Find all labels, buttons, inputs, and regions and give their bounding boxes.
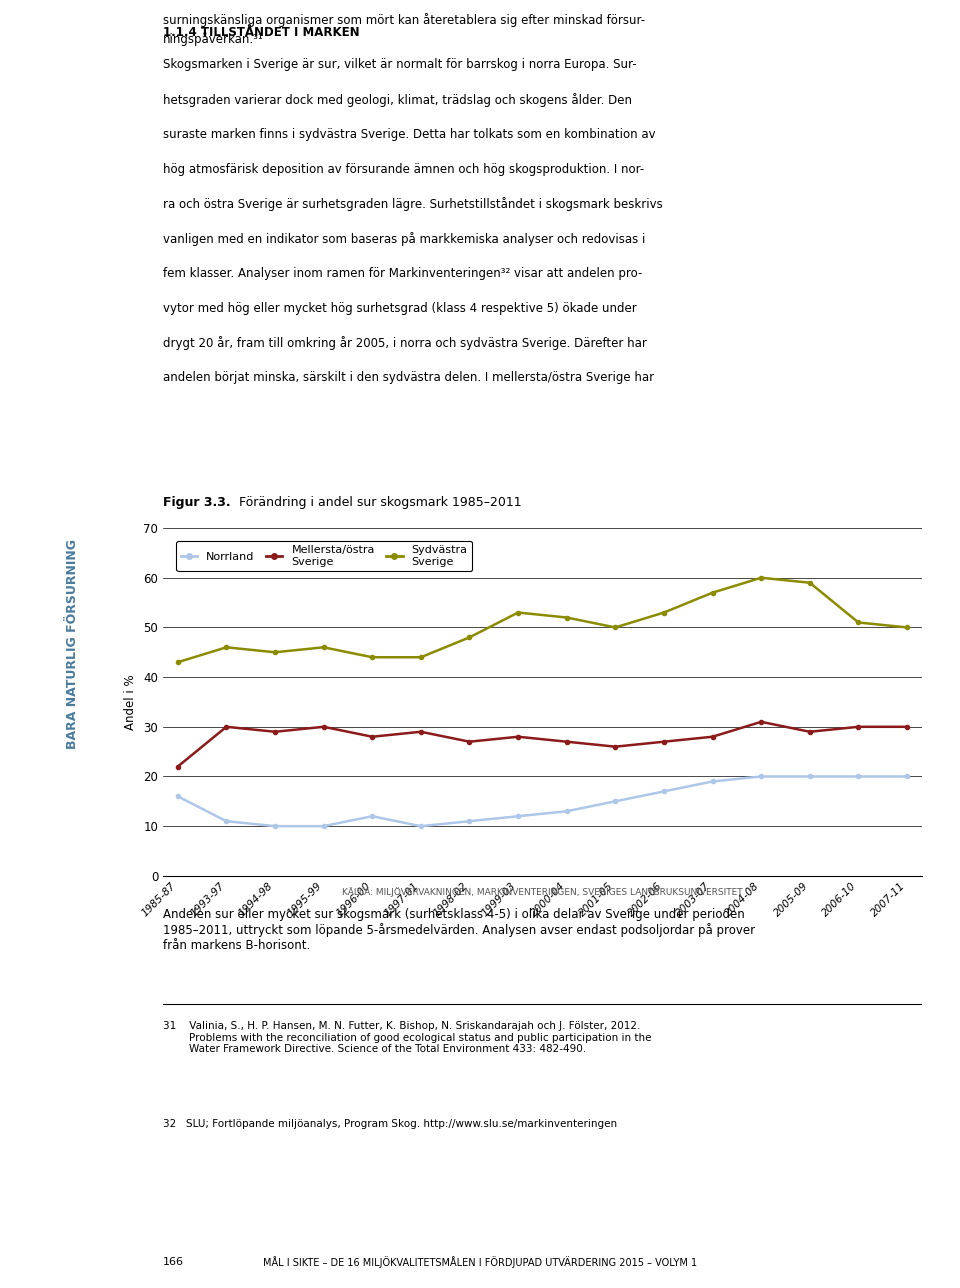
Text: fem klasser. Analyser inom ramen för Markinventeringen³² visar att andelen pro-: fem klasser. Analyser inom ramen för Mar… bbox=[163, 267, 642, 279]
Text: 31    Valinia, S., H. P. Hansen, M. N. Futter, K. Bishop, N. Sriskandarajah och : 31 Valinia, S., H. P. Hansen, M. N. Futt… bbox=[163, 1021, 652, 1055]
Text: Andelen sur eller mycket sur skogsmark (surhetsklass 4-5) i olika delar av Sveri: Andelen sur eller mycket sur skogsmark (… bbox=[163, 908, 756, 952]
Text: ningspåverkan.³¹: ningspåverkan.³¹ bbox=[163, 32, 264, 46]
Text: 166: 166 bbox=[163, 1257, 184, 1267]
Text: hög atmosfärisk deposition av försurande ämnen och hög skogsproduktion. I nor-: hög atmosfärisk deposition av försurande… bbox=[163, 162, 644, 175]
Text: andelen börjat minska, särskilt i den sydvästra delen. I mellersta/östra Sverige: andelen börjat minska, särskilt i den sy… bbox=[163, 371, 655, 384]
Text: 1.1.4 TILLSTÅNDET I MARKEN: 1.1.4 TILLSTÅNDET I MARKEN bbox=[163, 26, 360, 39]
Text: KÄLLA: MILJÖVERVAKNINGEN, MARKINVENTERINGEN, SVERIGES LANTBRUKSUNIVERSITET: KÄLLA: MILJÖVERVAKNINGEN, MARKINVENTERIN… bbox=[342, 887, 743, 896]
Text: surningskänsliga organismer som mört kan återetablera sig efter minskad försur-: surningskänsliga organismer som mört kan… bbox=[163, 13, 645, 27]
Text: vanligen med en indikator som baseras på markkemiska analyser och redovisas i: vanligen med en indikator som baseras på… bbox=[163, 232, 645, 246]
Text: Förändring i andel sur skogsmark 1985–2011: Förändring i andel sur skogsmark 1985–20… bbox=[235, 496, 522, 509]
Text: suraste marken finns i sydvästra Sverige. Detta har tolkats som en kombination a: suraste marken finns i sydvästra Sverige… bbox=[163, 128, 656, 140]
Legend: Norrland, Mellersta/östra
Sverige, Sydvästra
Sverige: Norrland, Mellersta/östra Sverige, Sydvä… bbox=[177, 541, 472, 571]
Text: hetsgraden varierar dock med geologi, klimat, trädslag och skogens ålder. Den: hetsgraden varierar dock med geologi, kl… bbox=[163, 93, 633, 107]
Text: 32   SLU; Fortlöpande miljöanalys, Program Skog. http://www.slu.se/markinventeri: 32 SLU; Fortlöpande miljöanalys, Program… bbox=[163, 1119, 617, 1130]
Text: ra och östra Sverige är surhetsgraden lägre. Surhetstillståndet i skogsmark besk: ra och östra Sverige är surhetsgraden lä… bbox=[163, 197, 663, 211]
Text: Figur 3.3.: Figur 3.3. bbox=[163, 496, 230, 509]
Text: MÅL I SIKTE – DE 16 MILJÖKVALITETSMÅLEN I FÖRDJUPAD UTVÄRDERING 2015 – VOLYM 1: MÅL I SIKTE – DE 16 MILJÖKVALITETSMÅLEN … bbox=[263, 1256, 697, 1269]
Text: BARA NATURLIG FÖRSURNING: BARA NATURLIG FÖRSURNING bbox=[65, 538, 79, 750]
Text: Skogsmarken i Sverige är sur, vilket är normalt för barrskog i norra Europa. Sur: Skogsmarken i Sverige är sur, vilket är … bbox=[163, 58, 636, 71]
Text: vytor med hög eller mycket hög surhetsgrad (klass 4 respektive 5) ökade under: vytor med hög eller mycket hög surhetsgr… bbox=[163, 301, 636, 314]
Text: drygt 20 år, fram till omkring år 2005, i norra och sydvästra Sverige. Därefter : drygt 20 år, fram till omkring år 2005, … bbox=[163, 336, 647, 350]
Y-axis label: Andel i %: Andel i % bbox=[124, 674, 136, 730]
